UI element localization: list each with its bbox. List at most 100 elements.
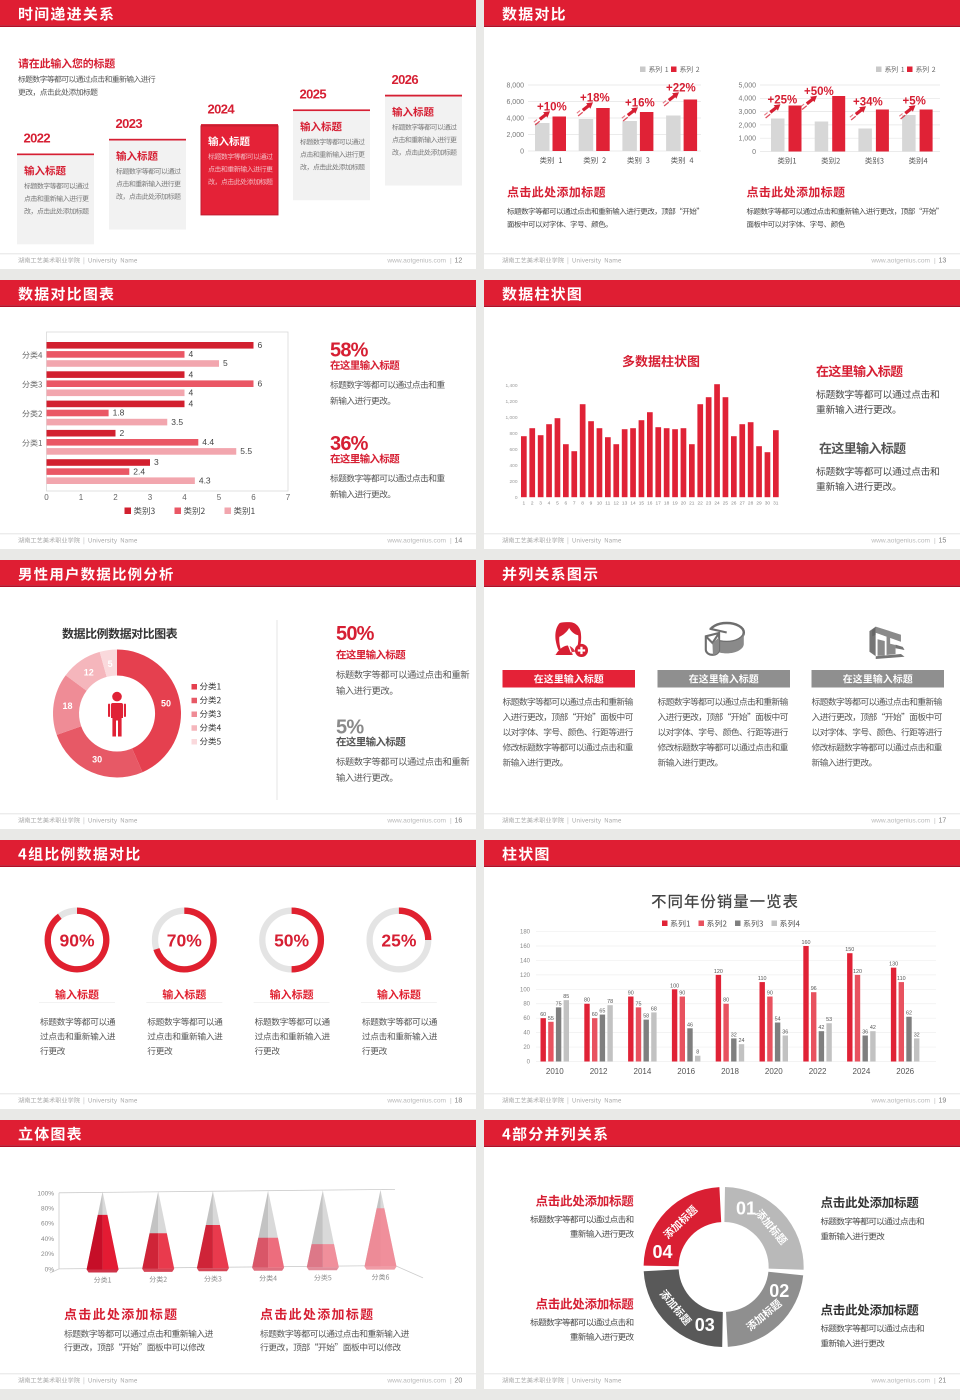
- svg-text:|: |: [450, 538, 452, 545]
- svg-text:13: 13: [939, 258, 947, 265]
- svg-text:|: |: [450, 1098, 452, 1105]
- svg-text:10: 10: [597, 501, 603, 507]
- svg-text:75: 75: [556, 1001, 562, 1007]
- svg-text:80: 80: [723, 998, 729, 1004]
- svg-text:36: 36: [782, 1030, 788, 1036]
- svg-text:4: 4: [189, 369, 194, 379]
- svg-text:|: |: [934, 538, 936, 545]
- svg-text:32: 32: [731, 1032, 737, 1038]
- svg-text:3: 3: [148, 493, 153, 502]
- svg-text:120: 120: [853, 969, 862, 975]
- svg-text:18: 18: [455, 1098, 463, 1105]
- svg-text:26: 26: [731, 501, 737, 507]
- svg-text:36%: 36%: [330, 433, 369, 455]
- svg-text:4.3: 4.3: [199, 475, 211, 485]
- svg-text:16: 16: [647, 501, 653, 507]
- svg-text:1,200: 1,200: [505, 399, 517, 405]
- svg-text:|: |: [934, 1378, 936, 1385]
- svg-text:4: 4: [189, 349, 194, 359]
- svg-text:40%: 40%: [41, 1236, 54, 1243]
- svg-text:4,000: 4,000: [506, 115, 524, 122]
- svg-text:27: 27: [740, 501, 746, 507]
- svg-text:53: 53: [826, 1017, 832, 1023]
- svg-text:04: 04: [652, 1242, 672, 1262]
- svg-text:90: 90: [679, 991, 685, 997]
- svg-text:150: 150: [845, 947, 854, 953]
- svg-text:80: 80: [523, 1002, 530, 1008]
- svg-text:60: 60: [592, 1012, 598, 1018]
- svg-text:25%: 25%: [381, 931, 416, 951]
- svg-text:2.4: 2.4: [133, 466, 145, 476]
- svg-text:62: 62: [906, 1011, 912, 1017]
- svg-text:1.8: 1.8: [113, 408, 125, 418]
- svg-text:23: 23: [706, 501, 712, 507]
- svg-text:1,400: 1,400: [505, 383, 517, 389]
- svg-text:|: |: [450, 818, 452, 825]
- svg-text:11: 11: [605, 501, 610, 507]
- svg-text:70%: 70%: [167, 931, 202, 951]
- svg-text:46: 46: [687, 1022, 693, 1028]
- svg-text:5: 5: [556, 501, 559, 507]
- svg-text:6: 6: [258, 378, 263, 388]
- svg-text:2016: 2016: [677, 1067, 695, 1076]
- svg-text:20: 20: [681, 501, 687, 507]
- svg-text:100: 100: [520, 987, 531, 993]
- svg-text:110: 110: [758, 976, 767, 982]
- svg-text:58%: 58%: [330, 340, 369, 362]
- svg-text:40: 40: [523, 1031, 530, 1037]
- svg-text:2,000: 2,000: [738, 122, 756, 129]
- svg-text:4: 4: [548, 501, 551, 507]
- svg-text:4.4: 4.4: [202, 437, 214, 447]
- svg-text:2024: 2024: [853, 1067, 871, 1076]
- svg-text:29: 29: [756, 501, 762, 507]
- svg-text:60: 60: [540, 1012, 546, 1018]
- svg-text:02: 02: [769, 1281, 789, 1301]
- svg-text:12: 12: [84, 667, 94, 677]
- svg-text:16: 16: [455, 818, 463, 825]
- svg-text:0: 0: [527, 1060, 531, 1066]
- svg-text:|: |: [934, 818, 936, 825]
- svg-text:+50%: +50%: [804, 86, 834, 98]
- svg-text:7: 7: [573, 501, 576, 507]
- svg-text:85: 85: [563, 994, 569, 1000]
- svg-text:2023: 2023: [116, 116, 143, 131]
- svg-text:14: 14: [455, 538, 463, 545]
- svg-text:2022: 2022: [809, 1067, 827, 1076]
- svg-text:24: 24: [714, 501, 720, 507]
- svg-text:8: 8: [581, 501, 584, 507]
- svg-text:20: 20: [455, 1378, 463, 1385]
- svg-text:0: 0: [752, 149, 756, 156]
- svg-text:18: 18: [664, 501, 670, 507]
- svg-text:90: 90: [767, 991, 773, 997]
- svg-text:+10%: +10%: [537, 102, 567, 114]
- svg-text:2: 2: [113, 493, 118, 502]
- svg-text:+25%: +25%: [768, 95, 798, 107]
- svg-text:www.aotgenius.com: www.aotgenius.com: [386, 538, 446, 545]
- svg-text:400: 400: [509, 463, 517, 469]
- svg-text:0: 0: [44, 493, 49, 502]
- svg-text:7: 7: [286, 493, 291, 502]
- svg-text:42: 42: [818, 1025, 824, 1031]
- svg-text:55: 55: [548, 1016, 554, 1022]
- svg-text:4: 4: [189, 399, 194, 409]
- svg-text:5: 5: [223, 358, 228, 368]
- svg-text:2026: 2026: [392, 72, 419, 87]
- svg-text:0: 0: [515, 495, 518, 501]
- svg-text:6,000: 6,000: [506, 99, 524, 106]
- svg-text:160: 160: [802, 940, 811, 946]
- svg-text:1: 1: [79, 493, 84, 502]
- svg-text:+34%: +34%: [853, 97, 883, 109]
- svg-text:+5%: +5%: [903, 96, 926, 108]
- svg-text:17: 17: [939, 818, 947, 825]
- svg-text:www.aotgenius.com: www.aotgenius.com: [386, 1378, 446, 1385]
- svg-text:4,000: 4,000: [738, 96, 756, 103]
- svg-text:6: 6: [251, 493, 256, 502]
- svg-text:1: 1: [522, 501, 525, 507]
- svg-text:14: 14: [630, 501, 636, 507]
- svg-text:100%: 100%: [37, 1190, 54, 1197]
- svg-text:+22%: +22%: [666, 83, 696, 95]
- svg-text:8: 8: [696, 1050, 699, 1056]
- svg-text:9: 9: [590, 501, 593, 507]
- svg-text:50%: 50%: [274, 931, 309, 951]
- svg-text:18: 18: [63, 701, 73, 711]
